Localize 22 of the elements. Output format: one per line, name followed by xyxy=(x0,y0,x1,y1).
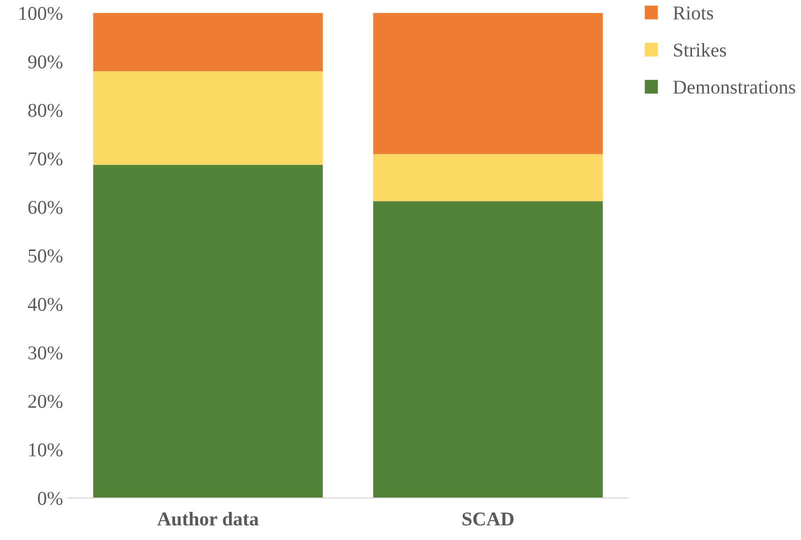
y-tick-label: 80% xyxy=(28,104,62,117)
legend-label: Strikes xyxy=(674,42,726,57)
x-tick-label: Author data xyxy=(157,512,259,526)
y-tick-label: 100% xyxy=(19,6,62,20)
legend-label: Demonstrations xyxy=(673,80,796,94)
y-tick-label: 90% xyxy=(28,55,62,68)
y-tick-label: 0% xyxy=(38,492,62,505)
y-tick-label: 30% xyxy=(28,346,62,360)
legend-label: Riots xyxy=(673,6,714,20)
bar xyxy=(93,71,323,165)
y-tick-label: 60% xyxy=(28,200,62,214)
y-tick-label: 40% xyxy=(28,298,62,311)
y-tick-label: 70% xyxy=(28,152,62,166)
y-tick-label: 20% xyxy=(28,394,62,408)
bar xyxy=(93,13,323,72)
bar xyxy=(373,201,603,498)
y-tick-label: 10% xyxy=(29,443,62,456)
bar xyxy=(93,164,323,498)
bar xyxy=(373,13,603,154)
x-tick-label: SCAD xyxy=(462,512,514,526)
y-tick-label: 50% xyxy=(28,249,62,262)
bar xyxy=(373,154,603,202)
